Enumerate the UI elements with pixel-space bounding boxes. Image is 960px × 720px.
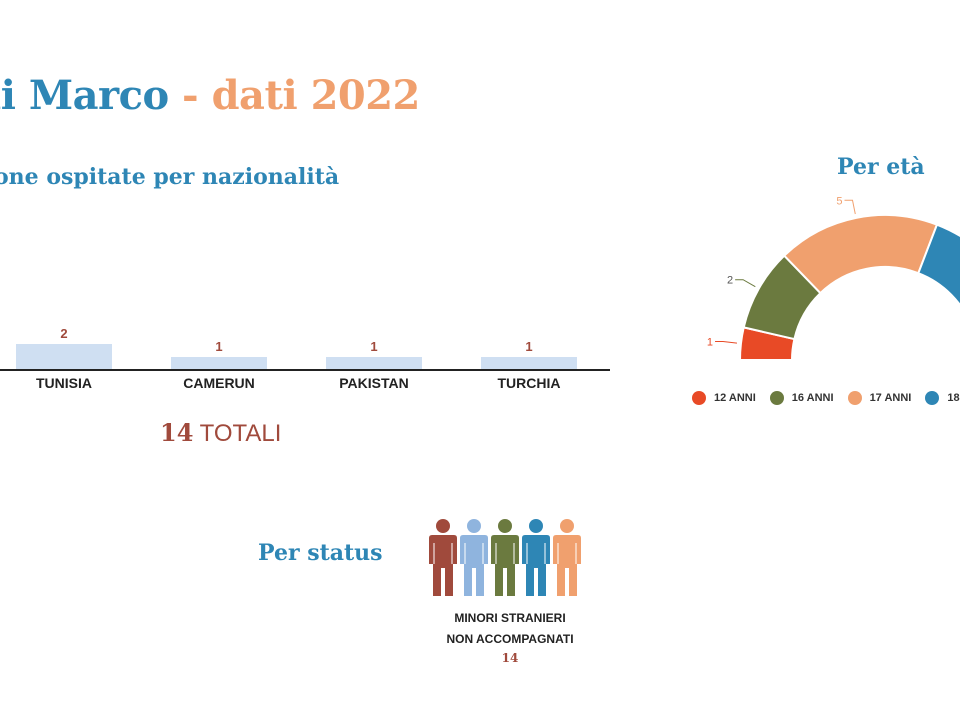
legend-dot-icon	[925, 391, 940, 405]
person-icon	[460, 519, 488, 596]
legend-dot-icon	[692, 391, 706, 405]
legend-item: 17 ANNI	[847, 391, 912, 405]
age-heading: Per età	[837, 154, 925, 180]
donut-value-label: 5	[836, 195, 842, 207]
title-part2: dati 2022	[211, 72, 421, 119]
age-legend: 12 ANNI 16 ANNI 17 ANNI 18	[692, 391, 960, 405]
bar-value-label: 1	[370, 339, 377, 354]
legend-label: 16 ANNI	[791, 392, 834, 404]
donut-slice-4	[917, 223, 960, 307]
title-part1: li Marco	[0, 72, 169, 119]
page-title: li Marco - dati 2022	[0, 72, 420, 119]
legend-item: 16 ANNI	[769, 391, 834, 405]
totals-label: TOTALI	[193, 420, 282, 447]
person-icon	[522, 519, 550, 596]
bar-category-label: TUNISIA	[36, 375, 92, 391]
person-icon	[491, 519, 519, 596]
bar-tunisia	[16, 344, 112, 370]
donut-value-label: 2	[727, 275, 733, 287]
nationality-heading: one ospitate per nazionalità	[0, 164, 340, 190]
status-label-line2: NON ACCOMPAGNATI	[446, 632, 574, 646]
bar-value-label: 1	[525, 339, 532, 354]
bar-turchia	[481, 357, 577, 370]
age-half-donut-chart: 1 2 5	[707, 195, 960, 361]
nationality-bar-chart: 2 TUNISIA 1 CAMERUN 1 PAKISTAN 1 TURCHIA	[0, 326, 610, 391]
status-people-icons	[428, 518, 582, 598]
bar-pakistan	[326, 357, 422, 370]
donut-value-label: 1	[707, 337, 713, 349]
donut-leader-line	[844, 199, 856, 215]
bar-camerun	[171, 357, 267, 370]
donut-leader-line	[715, 341, 738, 344]
totals-text: 14 TOTALI	[160, 418, 281, 448]
donut-leader-line	[735, 279, 756, 288]
person-icon	[429, 519, 457, 596]
status-heading: Per status	[258, 540, 383, 566]
legend-label: 18	[947, 392, 960, 404]
status-label-line1: MINORI STRANIERI	[454, 611, 566, 625]
legend-item: 18	[925, 391, 960, 405]
title-separator: -	[168, 72, 212, 119]
bar-category-label: PAKISTAN	[339, 375, 408, 391]
legend-dot-icon	[769, 391, 784, 405]
bar-category-label: TURCHIA	[498, 375, 561, 391]
bar-value-label: 1	[215, 339, 222, 354]
bar-category-label: CAMERUN	[183, 375, 255, 391]
bar-value-label: 2	[60, 326, 67, 341]
legend-item: 12 ANNI	[692, 391, 756, 405]
legend-label: 17 ANNI	[869, 392, 912, 404]
totals-number: 14	[160, 418, 194, 447]
status-label: MINORI STRANIERI NON ACCOMPAGNATI	[428, 608, 592, 650]
person-icon	[553, 519, 581, 596]
legend-dot-icon	[847, 391, 862, 405]
legend-label: 12 ANNI	[714, 392, 756, 404]
status-count: 14	[501, 651, 519, 665]
